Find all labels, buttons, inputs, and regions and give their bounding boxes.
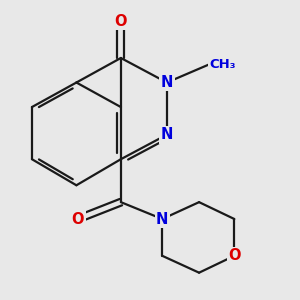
Text: N: N [161, 127, 173, 142]
Text: O: O [72, 212, 84, 226]
Text: N: N [161, 75, 173, 90]
Text: O: O [115, 14, 127, 29]
Text: CH₃: CH₃ [210, 58, 236, 70]
Text: O: O [228, 248, 241, 263]
Text: N: N [156, 212, 169, 226]
